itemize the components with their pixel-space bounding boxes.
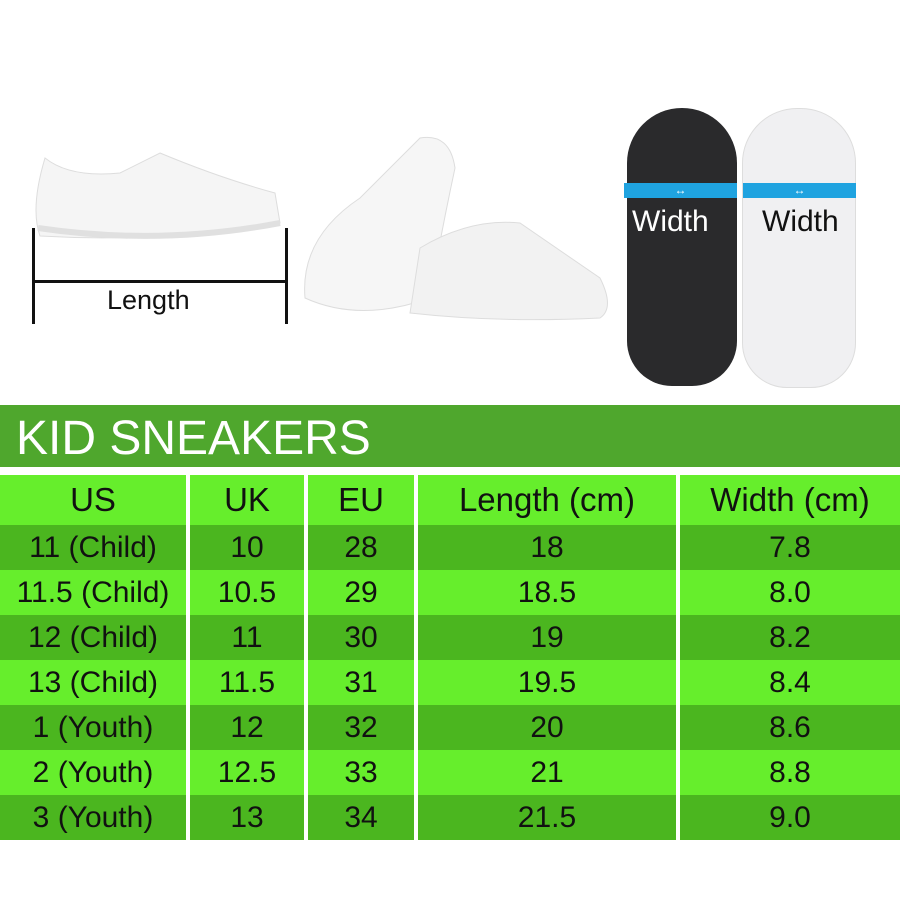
cell-eu: 28 — [304, 525, 418, 570]
side-shoe-image — [30, 148, 285, 248]
light-sole-image — [742, 108, 856, 388]
cell-uk: 10.5 — [186, 570, 308, 615]
cell-eu: 30 — [304, 615, 418, 660]
sneaker-side-icon — [35, 152, 281, 239]
table-row: 12 (Child) 11 30 19 8.2 — [0, 615, 900, 660]
sneaker-pair-icon — [304, 136, 608, 321]
cell-uk: 12.5 — [186, 750, 308, 795]
shoe-pair-image — [300, 128, 615, 328]
width-arrow-light: ↔ — [743, 183, 856, 198]
cell-length: 21.5 — [414, 795, 680, 840]
cell-uk: 12 — [186, 705, 308, 750]
cell-length: 19 — [414, 615, 680, 660]
cell-width: 8.0 — [676, 570, 900, 615]
header-uk: UK — [186, 475, 308, 525]
cell-width: 8.8 — [676, 750, 900, 795]
cell-us: 11.5 (Child) — [0, 570, 190, 615]
cell-width: 8.2 — [676, 615, 900, 660]
width-label-light: Width — [762, 205, 839, 238]
cell-us: 3 (Youth) — [0, 795, 190, 840]
cell-length: 21 — [414, 750, 680, 795]
table-row: 11 (Child) 10 28 18 7.8 — [0, 525, 900, 570]
cell-us: 11 (Child) — [0, 525, 190, 570]
length-measure-line: Length — [32, 228, 288, 324]
cell-width: 8.4 — [676, 660, 900, 705]
cell-uk: 11.5 — [186, 660, 308, 705]
cell-us: 12 (Child) — [0, 615, 190, 660]
cell-length: 18.5 — [414, 570, 680, 615]
header-width: Width (cm) — [676, 475, 900, 525]
cell-length: 20 — [414, 705, 680, 750]
table-row: 3 (Youth) 13 34 21.5 9.0 — [0, 795, 900, 840]
cell-uk: 11 — [186, 615, 308, 660]
width-label-dark: Width — [632, 205, 709, 238]
chart-title-bar: KID SNEAKERS — [0, 405, 900, 467]
length-label: Length — [107, 285, 190, 315]
cell-length: 19.5 — [414, 660, 680, 705]
table-row: 13 (Child) 11.5 31 19.5 8.4 — [0, 660, 900, 705]
cell-us: 2 (Youth) — [0, 750, 190, 795]
cell-length: 18 — [414, 525, 680, 570]
cell-uk: 13 — [186, 795, 308, 840]
header-length: Length (cm) — [414, 475, 680, 525]
cell-eu: 32 — [304, 705, 418, 750]
table-row: 2 (Youth) 12.5 33 21 8.8 — [0, 750, 900, 795]
cell-eu: 29 — [304, 570, 418, 615]
table-header-row: US UK EU Length (cm) Width (cm) — [0, 475, 900, 525]
chart-title: KID SNEAKERS — [16, 412, 371, 465]
cell-width: 7.8 — [676, 525, 900, 570]
width-arrow-dark: ↔ — [624, 183, 737, 198]
table-row: 11.5 (Child) 10.5 29 18.5 8.0 — [0, 570, 900, 615]
cell-eu: 31 — [304, 660, 418, 705]
cell-uk: 10 — [186, 525, 308, 570]
cell-eu: 34 — [304, 795, 418, 840]
dark-sole-image — [627, 108, 737, 386]
cell-width: 9.0 — [676, 795, 900, 840]
table-row: 1 (Youth) 12 32 20 8.6 — [0, 705, 900, 750]
header-us: US — [0, 475, 190, 525]
cell-us: 13 (Child) — [0, 660, 190, 705]
cell-eu: 33 — [304, 750, 418, 795]
size-table: US UK EU Length (cm) Width (cm) 11 (Chil… — [0, 475, 900, 840]
header-eu: EU — [304, 475, 418, 525]
cell-us: 1 (Youth) — [0, 705, 190, 750]
cell-width: 8.6 — [676, 705, 900, 750]
